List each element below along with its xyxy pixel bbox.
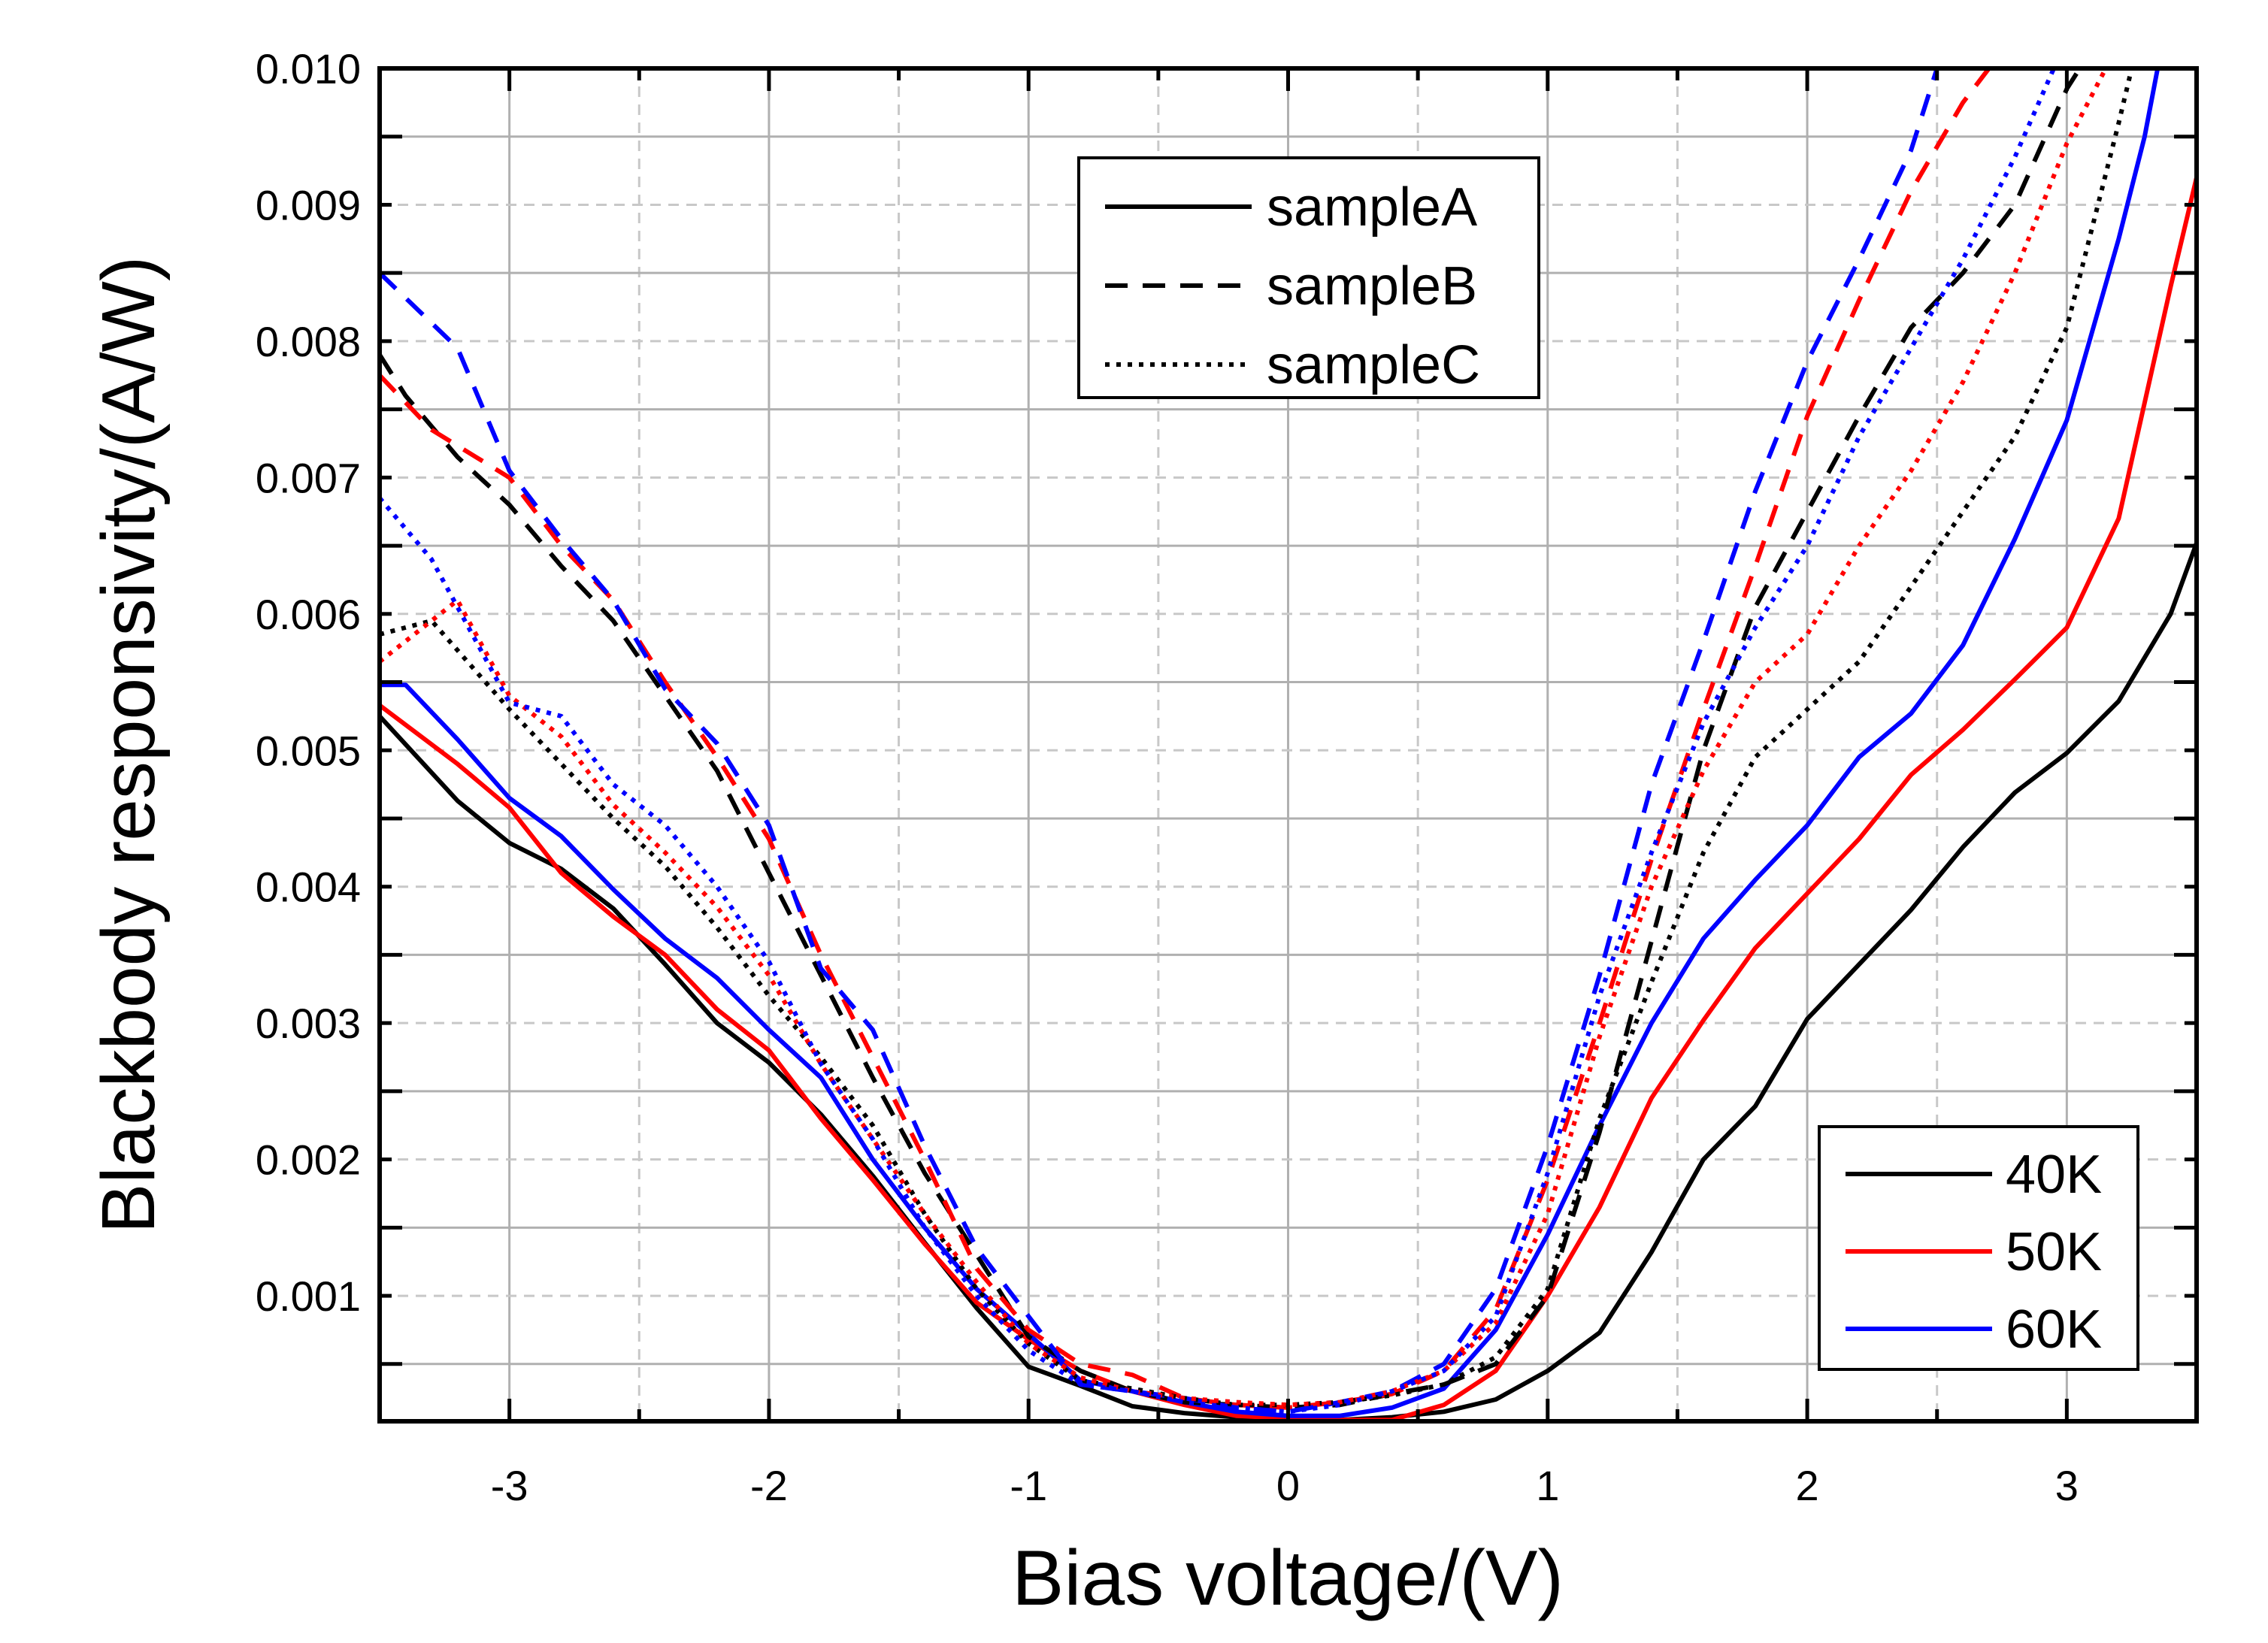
legend-label: sampleC <box>1267 335 1480 395</box>
y-tick-label: 0.010 <box>256 45 361 92</box>
legend-box <box>1077 156 1540 399</box>
y-tick-label: 0.002 <box>256 1136 361 1184</box>
x-tick-label: 1 <box>1536 1462 1559 1509</box>
x-tick-label: -3 <box>491 1462 528 1509</box>
y-tick-label: 0.005 <box>256 727 361 774</box>
legend-samples: sampleA sampleB sampleC <box>1077 156 1540 399</box>
legend-label: 50K <box>2006 1222 2102 1282</box>
series-line-samplec-60k <box>377 67 2056 1415</box>
y-tick-label: 0.008 <box>256 318 361 365</box>
y-tick-label: 0.003 <box>256 1000 361 1047</box>
series-line-samplec-50k <box>378 67 2108 1408</box>
x-tick-label: 2 <box>1795 1462 1818 1509</box>
legend-temperatures: 40K 50K 60K <box>1818 1125 2139 1371</box>
x-axis-label: Bias voltage/(V) <box>1012 1535 1564 1622</box>
y-tick-label: 0.001 <box>256 1272 361 1320</box>
legend-label: sampleB <box>1267 256 1477 316</box>
y-axis-label: Blackbody responsivity/(A/W) <box>86 256 171 1233</box>
x-tick-label: 0 <box>1276 1462 1300 1509</box>
legend-label: sampleA <box>1267 177 1477 238</box>
y-tick-label: 0.009 <box>256 181 361 228</box>
series-line-samplec-40k <box>379 68 2134 1408</box>
y-tick-label: 0.004 <box>256 864 361 911</box>
x-tick-label: -2 <box>750 1462 788 1509</box>
legend-label: 60K <box>2006 1300 2102 1360</box>
x-tick-label: 3 <box>2055 1462 2079 1509</box>
series-line-sampleb-50k <box>377 67 1991 1410</box>
legend-label: 40K <box>2006 1145 2102 1205</box>
x-tick-label: -1 <box>1010 1462 1047 1509</box>
y-tick-label: 0.007 <box>256 454 361 501</box>
y-tick-label: 0.006 <box>256 591 361 638</box>
axis-ticks: -3 -2 -1 0 1 2 3 0.001 0.002 0.003 0.004 0.005 0.006… <box>256 45 2199 1509</box>
